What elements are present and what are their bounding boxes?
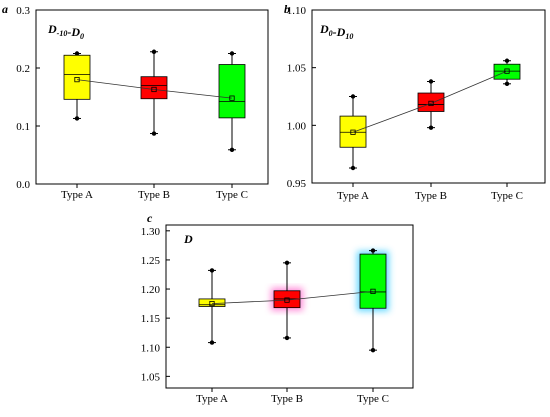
box-type-b bbox=[417, 79, 445, 130]
panel-letter: a bbox=[2, 2, 8, 16]
title-part: D bbox=[319, 22, 329, 36]
box-body bbox=[339, 115, 367, 148]
min-point bbox=[229, 147, 235, 152]
y-tick-label: 0.1 bbox=[16, 121, 30, 133]
panel-title: D-10-D0 bbox=[47, 22, 84, 41]
panel-c: c D 1.05 1.10 1.15 1.20 1.25 1.30 Type A Type B… bbox=[141, 211, 414, 405]
y-tick-label: 1.30 bbox=[141, 226, 161, 238]
x-tick-label: Type A bbox=[337, 190, 369, 202]
box-type-c bbox=[357, 248, 389, 353]
mean-trend-line bbox=[211, 290, 374, 304]
y-tick-label: 0.2 bbox=[16, 63, 30, 75]
x-tick-label: Type B bbox=[138, 189, 170, 201]
mean-marker bbox=[428, 100, 434, 107]
x-tick-label: Type C bbox=[216, 189, 248, 201]
title-part: D bbox=[183, 232, 193, 246]
y-tick-label: 1.15 bbox=[141, 313, 161, 325]
y-tick-label: 1.20 bbox=[141, 284, 161, 296]
box-type-c bbox=[493, 58, 521, 87]
mean-marker bbox=[284, 297, 290, 303]
box-type-c bbox=[218, 51, 246, 152]
title-part: -D bbox=[67, 25, 80, 39]
box-body bbox=[417, 92, 445, 112]
min-point bbox=[209, 340, 215, 345]
box-body bbox=[493, 63, 521, 80]
box-body bbox=[140, 76, 168, 100]
y-tick-label: 0.95 bbox=[287, 178, 307, 190]
y-tick-label: 1.05 bbox=[287, 63, 307, 75]
mean-marker bbox=[74, 77, 80, 83]
panel-letter: b bbox=[284, 2, 290, 16]
y-tick-label: 0.3 bbox=[16, 5, 30, 17]
y-tick-label: 0.0 bbox=[16, 179, 30, 191]
y-tick-label: 1.00 bbox=[287, 120, 307, 132]
box-type-b bbox=[140, 49, 168, 136]
max-point bbox=[74, 51, 80, 56]
max-point bbox=[350, 94, 356, 99]
y-tick-label: 1.05 bbox=[141, 371, 161, 383]
x-tick-label: Type A bbox=[61, 189, 93, 201]
min-point bbox=[428, 125, 434, 130]
max-point bbox=[229, 51, 235, 56]
title-part: D bbox=[47, 22, 57, 36]
panel-b: b D0-D10 0.95 1.00 1.05 1.10 Type A Type B Typ… bbox=[284, 2, 546, 202]
box-type-b bbox=[271, 260, 303, 341]
x-tick-label: Type C bbox=[491, 190, 523, 202]
title-subscript: 10 bbox=[345, 32, 353, 41]
max-point bbox=[504, 58, 510, 63]
min-point bbox=[74, 116, 80, 121]
x-tick-label: Type B bbox=[415, 190, 447, 202]
box-type-a bbox=[339, 94, 367, 171]
min-point bbox=[284, 335, 290, 341]
x-tick-label: Type B bbox=[271, 393, 303, 405]
max-point bbox=[428, 79, 434, 84]
mean-marker bbox=[151, 86, 157, 93]
y-tick-label: 1.25 bbox=[141, 255, 161, 267]
mean-trend-line bbox=[352, 70, 508, 133]
min-point bbox=[350, 165, 356, 171]
x-tick-label: Type A bbox=[196, 393, 228, 405]
mean-marker bbox=[350, 129, 356, 135]
title-part: -D bbox=[333, 25, 346, 39]
panel-title: D bbox=[183, 232, 193, 246]
title-subscript: -10 bbox=[57, 29, 68, 38]
title-subscript: 0 bbox=[80, 32, 84, 41]
min-point bbox=[151, 131, 157, 136]
y-tick-label: 1.10 bbox=[141, 342, 161, 354]
panel-letter: c bbox=[147, 211, 153, 225]
max-point bbox=[209, 268, 215, 273]
mean-marker bbox=[229, 95, 235, 101]
box-body bbox=[218, 64, 246, 119]
mean-marker bbox=[209, 300, 215, 307]
min-point bbox=[370, 347, 376, 353]
min-point bbox=[504, 81, 510, 87]
title-subscript: 0 bbox=[329, 29, 333, 38]
mean-marker bbox=[504, 68, 510, 74]
mean-trend-line bbox=[76, 79, 233, 99]
y-tick-label: 1.10 bbox=[287, 5, 307, 17]
max-point bbox=[151, 49, 157, 54]
x-tick-label: Type C bbox=[357, 393, 389, 405]
box-body bbox=[359, 253, 387, 309]
max-point bbox=[370, 248, 376, 253]
max-point bbox=[284, 260, 290, 266]
panel-title: D0-D10 bbox=[319, 22, 353, 41]
panel-a: a D-10-D0 0.0 0.1 0.2 0.3 Type A Type B Type C bbox=[2, 2, 269, 201]
mean-marker bbox=[370, 288, 376, 294]
box-body bbox=[198, 298, 226, 307]
